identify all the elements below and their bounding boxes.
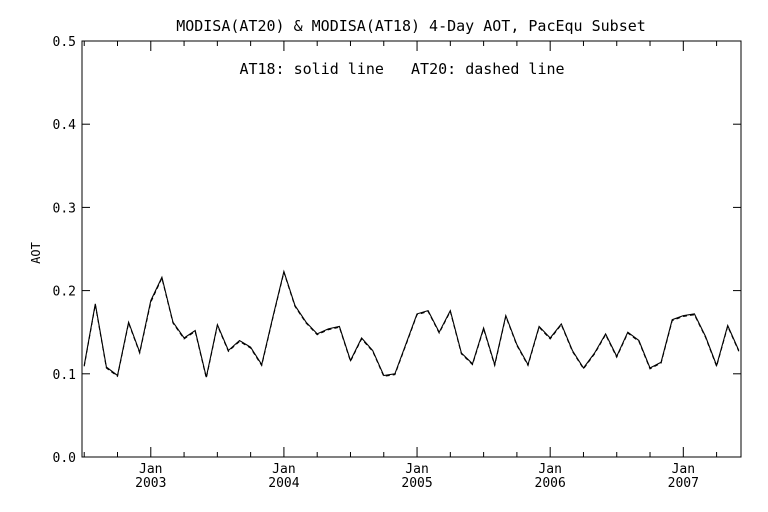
y-axis-label: AOT bbox=[29, 242, 43, 264]
y-tick-label: 0.3 bbox=[53, 201, 76, 216]
y-tick-label: 0.2 bbox=[53, 285, 76, 300]
x-tick-year-label: 2003 bbox=[135, 476, 166, 491]
x-tick-year-label: 2006 bbox=[535, 476, 566, 491]
series-line-at18 bbox=[83, 269, 740, 378]
x-tick-month-label: Jan bbox=[139, 462, 162, 477]
chart-annotation: AT18: solid line AT20: dashed line bbox=[239, 60, 564, 78]
x-tick-year-label: 2004 bbox=[268, 476, 299, 491]
x-tick-year-label: 2007 bbox=[668, 476, 699, 491]
plot-frame bbox=[81, 40, 742, 458]
series-line-at20 bbox=[83, 270, 740, 379]
y-tick-label: 0.1 bbox=[53, 368, 76, 383]
x-tick-month-label: Jan bbox=[672, 462, 695, 477]
y-tick-label: 0.0 bbox=[53, 451, 76, 466]
x-tick-month-label: Jan bbox=[538, 462, 561, 477]
x-tick-month-label: Jan bbox=[272, 462, 295, 477]
chart-title: MODISA(AT20) & MODISA(AT18) 4-Day AOT, P… bbox=[176, 17, 646, 35]
series-group bbox=[83, 269, 740, 379]
y-axis: 0.0 0.1 0.2 0.3 0.4 0.5 bbox=[53, 35, 741, 466]
y-tick-label: 0.4 bbox=[53, 118, 77, 133]
x-tick-month-label: Jan bbox=[405, 462, 428, 477]
x-tick-year-label: 2005 bbox=[401, 476, 432, 491]
y-tick-label: 0.5 bbox=[53, 35, 76, 50]
